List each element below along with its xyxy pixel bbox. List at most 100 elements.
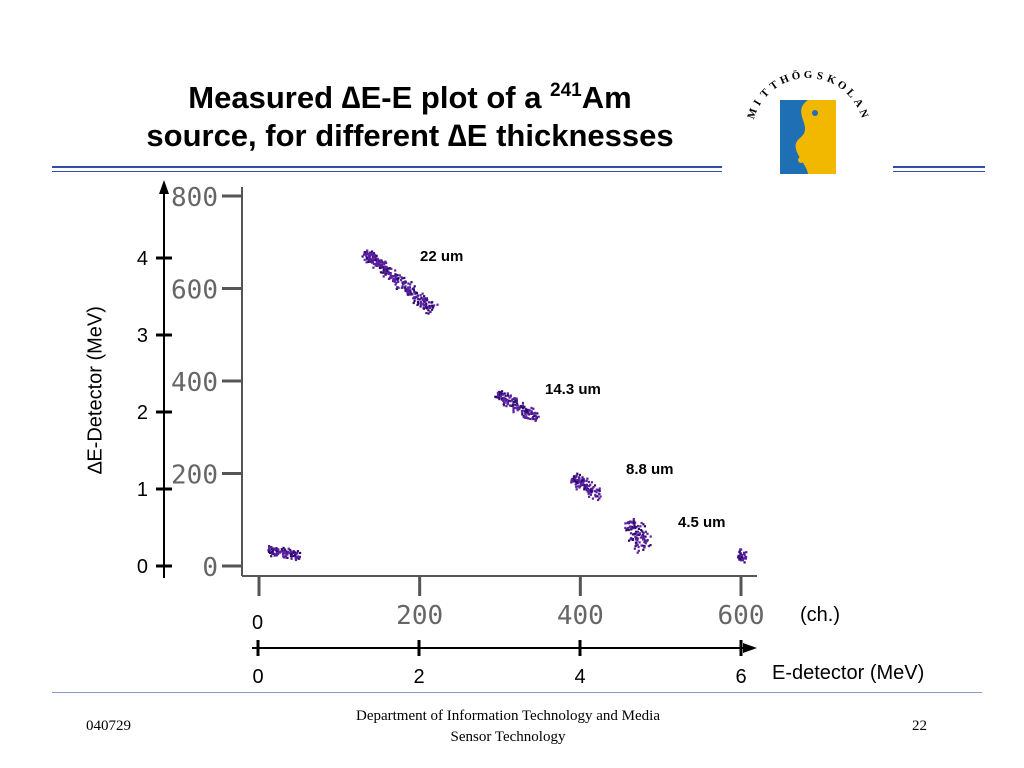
data-point xyxy=(506,392,509,395)
data-point xyxy=(512,401,515,404)
data-point xyxy=(587,489,590,492)
data-point xyxy=(589,493,592,496)
data-point xyxy=(422,304,425,307)
data-point xyxy=(394,273,397,276)
data-point xyxy=(597,498,600,502)
data-point xyxy=(627,528,630,532)
data-point xyxy=(516,402,519,405)
data-point xyxy=(292,550,295,553)
data-point xyxy=(375,257,378,260)
data-point xyxy=(521,413,524,416)
data-point xyxy=(365,258,369,261)
data-point xyxy=(525,415,528,418)
data-point xyxy=(581,476,584,479)
title-line-1: Measured ∆E-E plot of a 241Am xyxy=(188,80,632,115)
data-point xyxy=(412,289,415,292)
data-point xyxy=(634,526,637,529)
data-point xyxy=(406,293,409,296)
data-point xyxy=(425,312,428,315)
data-point xyxy=(632,533,635,536)
data-point xyxy=(290,551,293,554)
data-point xyxy=(498,391,501,394)
data-point xyxy=(395,287,398,290)
data-point xyxy=(394,274,397,277)
data-point xyxy=(529,412,532,415)
data-point xyxy=(502,403,505,406)
data-point xyxy=(515,407,518,410)
data-point xyxy=(416,303,419,307)
data-point xyxy=(573,476,576,479)
data-point xyxy=(572,478,575,481)
data-point xyxy=(427,309,430,312)
data-point xyxy=(395,277,398,281)
data-point xyxy=(642,523,645,526)
outer-y-tick-label: 0 xyxy=(137,556,148,578)
data-point xyxy=(284,555,287,558)
data-point xyxy=(382,275,385,278)
data-point xyxy=(520,405,523,409)
data-point xyxy=(526,417,529,420)
data-point xyxy=(394,283,397,286)
data-point xyxy=(511,398,514,401)
data-point xyxy=(585,486,589,489)
data-point xyxy=(382,266,385,269)
data-point xyxy=(366,249,369,252)
data-point xyxy=(628,539,631,542)
data-point xyxy=(397,286,400,289)
data-point xyxy=(412,287,415,290)
data-point xyxy=(630,528,633,531)
data-point xyxy=(408,288,411,291)
inner-x-tick-label: 200 xyxy=(396,601,443,631)
data-point xyxy=(635,525,638,529)
data-point xyxy=(373,259,376,262)
data-point xyxy=(372,266,375,269)
data-point xyxy=(419,294,422,297)
data-point xyxy=(500,391,503,394)
data-point xyxy=(294,556,297,559)
data-point xyxy=(583,488,586,491)
outer-y-tick-label: 1 xyxy=(137,479,148,501)
data-point xyxy=(635,543,638,546)
data-point xyxy=(280,548,283,551)
data-point xyxy=(582,481,585,484)
data-point xyxy=(396,286,399,289)
data-point xyxy=(496,391,499,395)
data-point xyxy=(372,256,375,259)
data-point xyxy=(515,397,518,400)
logo-letter: G xyxy=(804,69,813,81)
data-point xyxy=(284,556,287,559)
cluster-label-22um: 22 um xyxy=(420,248,464,265)
data-point xyxy=(416,300,420,304)
data-point xyxy=(522,409,525,412)
data-point xyxy=(592,486,595,489)
data-point xyxy=(574,477,577,480)
data-point xyxy=(399,279,403,282)
data-point xyxy=(423,295,426,298)
ch-zero-label: 0 xyxy=(252,612,264,634)
data-point xyxy=(529,409,532,412)
data-point xyxy=(593,490,596,493)
data-point xyxy=(390,267,393,270)
data-point xyxy=(400,276,403,279)
data-point xyxy=(398,274,401,277)
data-point xyxy=(502,396,505,399)
data-point xyxy=(284,548,287,551)
inner-y-tick-label: 600 xyxy=(171,276,218,306)
data-point xyxy=(404,285,407,288)
data-point xyxy=(289,555,293,558)
outer-y-axis-arrow xyxy=(159,180,169,194)
data-point xyxy=(503,401,506,404)
data-point xyxy=(642,548,645,551)
outer-y-axis-label: ∆E-Detector (MeV) xyxy=(84,306,107,474)
data-point xyxy=(387,277,391,280)
data-point xyxy=(384,265,387,268)
data-point xyxy=(511,404,514,407)
data-point xyxy=(268,548,271,551)
data-point xyxy=(640,544,643,547)
data-point xyxy=(296,551,299,554)
data-point xyxy=(598,497,601,500)
data-point xyxy=(518,407,521,410)
data-point xyxy=(376,258,379,261)
data-point xyxy=(293,551,297,554)
data-point xyxy=(297,557,300,560)
